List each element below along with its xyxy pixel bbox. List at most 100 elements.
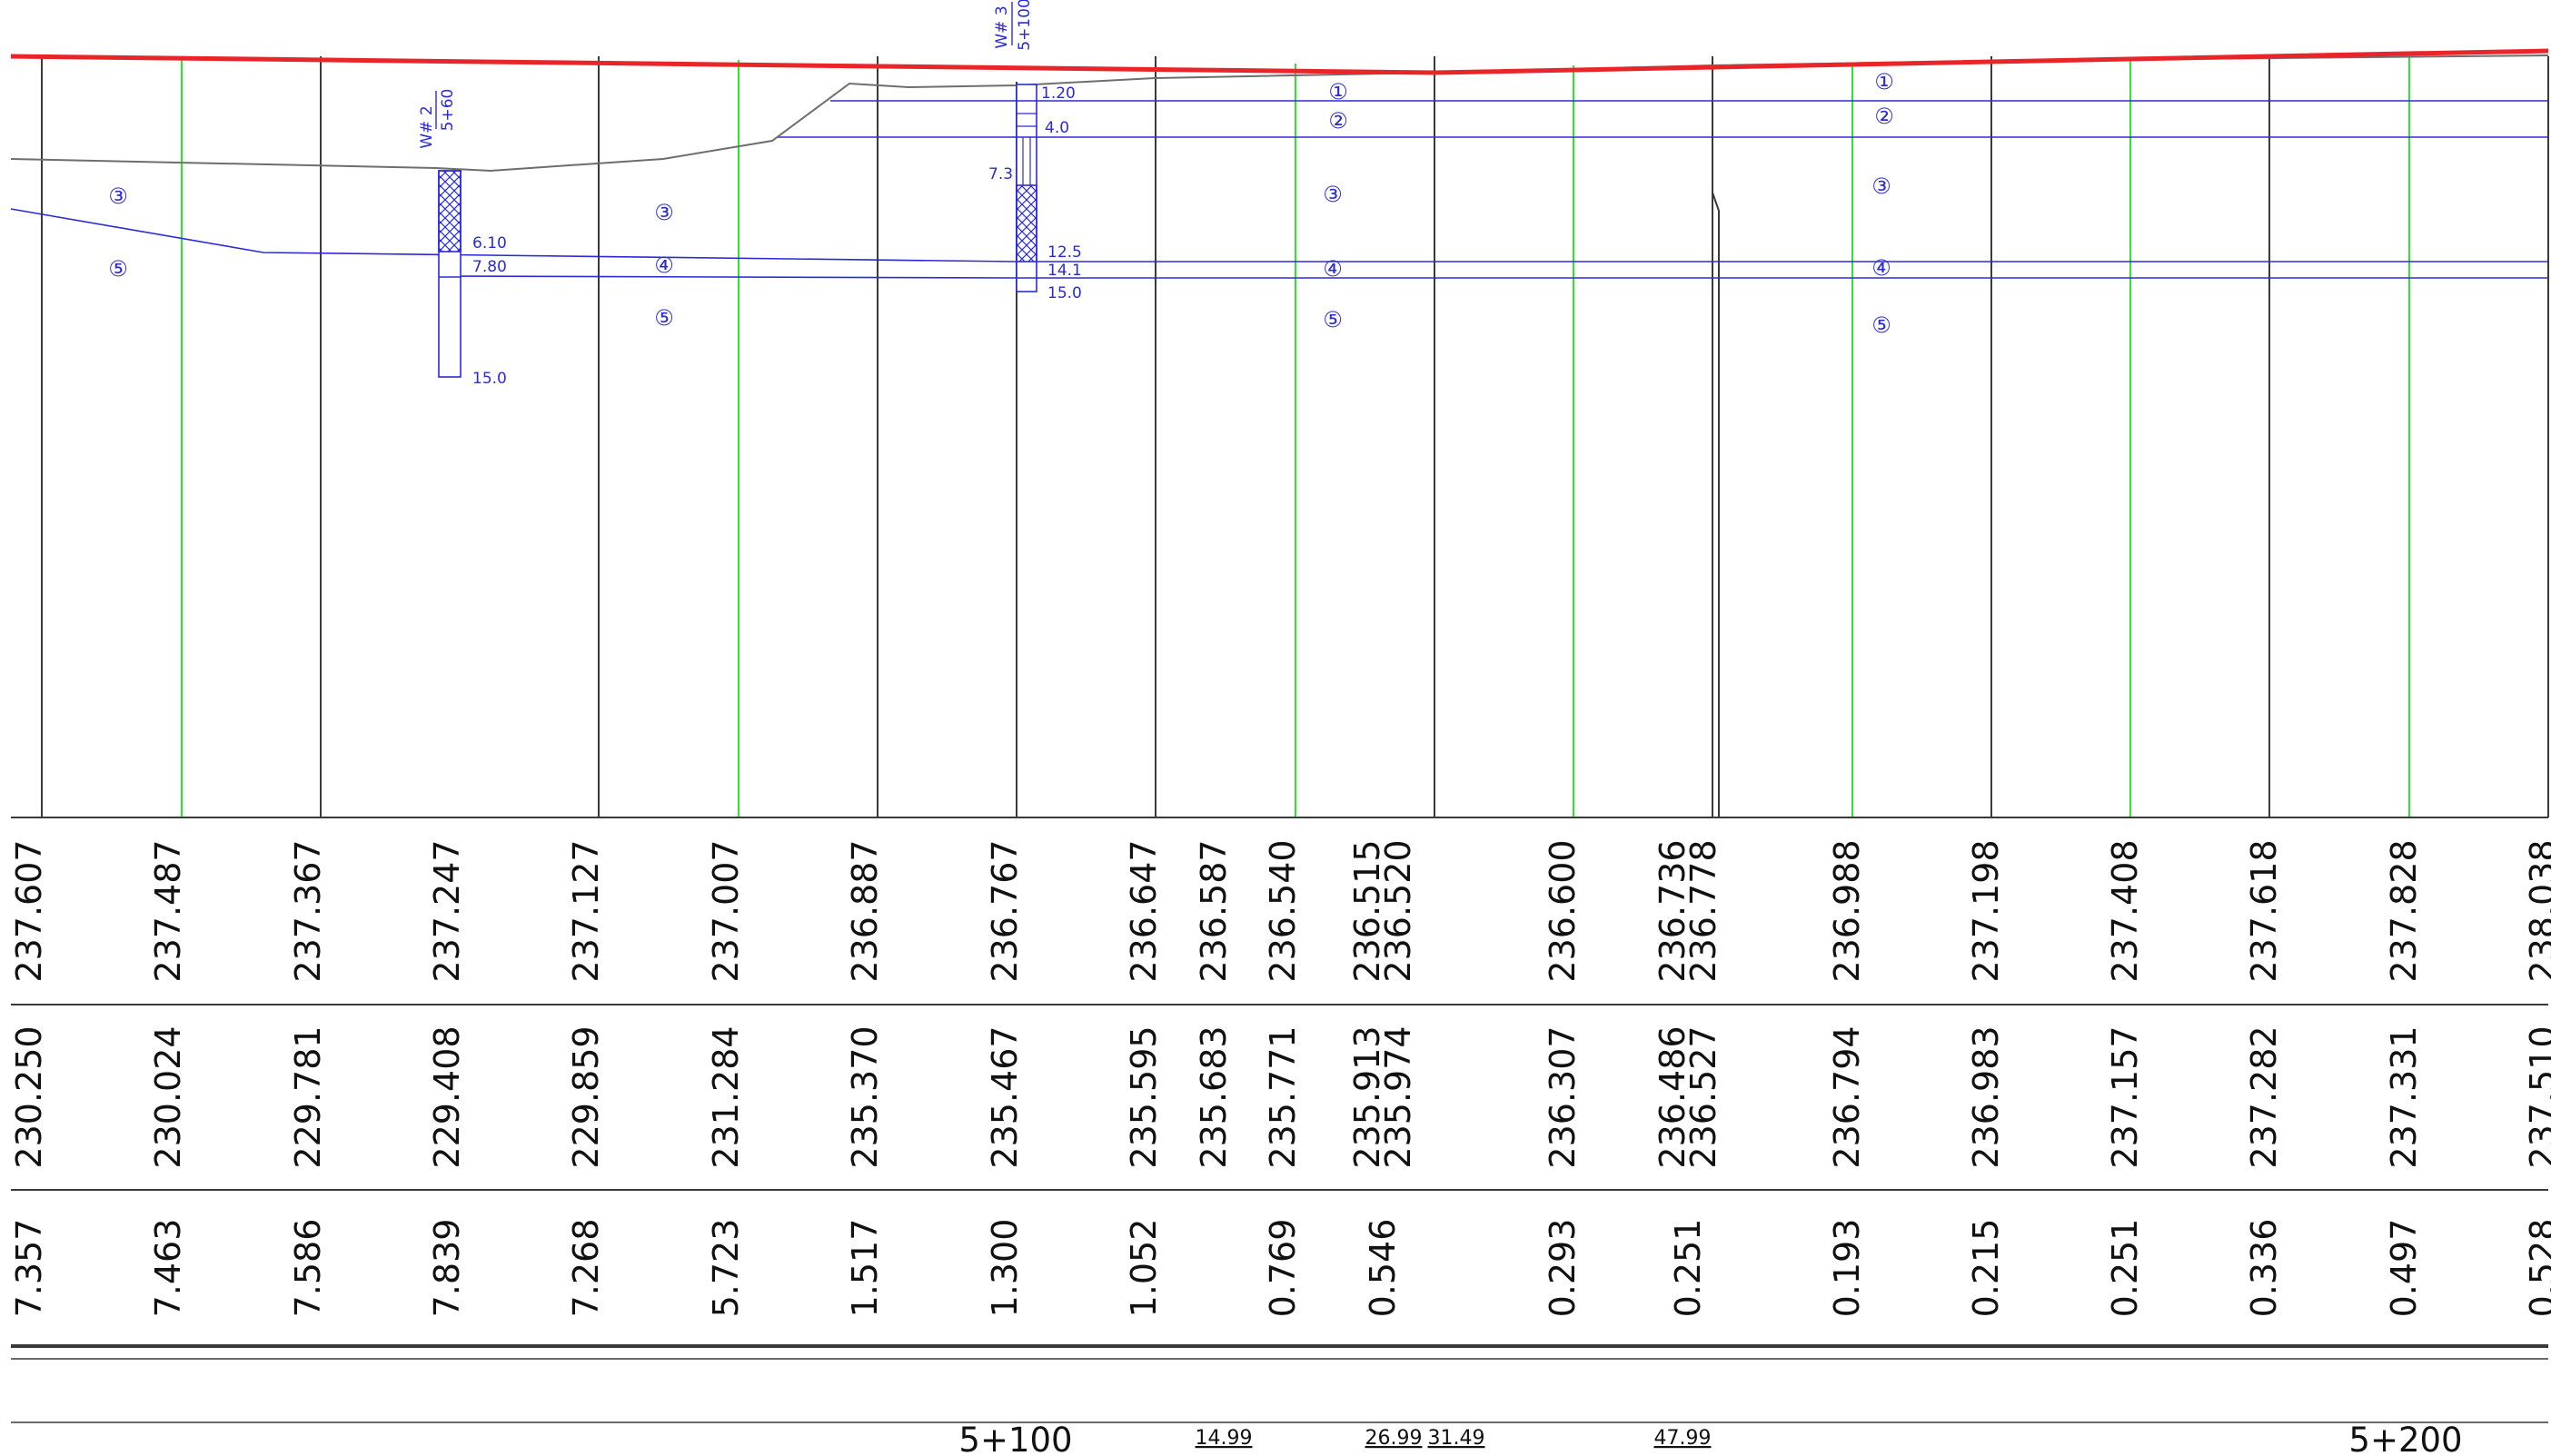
elevation-value: 237.367 [288,839,328,982]
layer-marker: ⑤ [1323,307,1343,332]
elevation-value: 236.778 [1683,839,1723,982]
elevation-value: 236.988 [1827,839,1867,982]
borehole-w2: W# 2 5+60 6.10 7.80 15.0 [418,89,507,388]
elevation-value: 237.282 [2244,1025,2284,1168]
station-label: 5+200 [2348,1421,2462,1456]
elevation-value: 0.251 [2105,1219,2145,1318]
station-labels: 5+100 5+200 [958,1421,2462,1456]
breakpoint-lines [1016,65,1720,817]
elevation-value: 1.300 [985,1219,1025,1318]
borehole-hatch [438,170,462,253]
elevation-value: 7.268 [566,1219,606,1318]
elevation-value: 229.859 [566,1025,606,1168]
elevation-value: 230.024 [148,1025,188,1168]
layer-marker: ③ [108,183,128,209]
elevation-value: 236.540 [1263,839,1303,982]
elevation-value: 237.007 [706,839,746,982]
borehole-depth: 15.0 [472,370,507,388]
elevation-value: 235.595 [1124,1025,1164,1168]
elevation-value: 0.528 [2523,1219,2551,1318]
geology-lines [10,100,2548,279]
elevation-value: 236.767 [985,839,1025,982]
layer-marker: ③ [654,200,674,225]
elevation-value: 237.247 [427,839,467,982]
elevation-value: 0.497 [2384,1219,2424,1318]
elevation-value: 0.215 [1966,1219,2006,1318]
layer-marker: ② [1874,104,1894,129]
elevation-value: 229.408 [427,1025,467,1168]
table-rules [11,817,2548,1423]
elevation-value: 237.510 [2523,1025,2551,1168]
elevation-value: 236.486 [1653,1025,1692,1168]
layer-marker: ③ [1871,173,1891,199]
curve-label: 47.99 [1654,1427,1712,1450]
elevation-value: 237.198 [1966,839,2006,982]
borehole-w3: W# 3 5+100 1.20 4.0 7.3 12.5 14.1 15.0 [988,0,1082,302]
layer-markers: ③ ⑤ ③ ④ ⑤ ① ② ③ ④ ⑤ ① ② ③ ④ ⑤ [108,69,1894,338]
borehole-name: W# 3 [993,5,1011,48]
elevation-value: 0.546 [1363,1219,1403,1318]
elevation-value: 238.038 [2523,839,2551,982]
elevation-value: 237.828 [2384,839,2424,982]
elevation-value: 0.769 [1263,1219,1303,1318]
layer-marker: ④ [654,253,674,278]
borehole-depth: 7.80 [472,258,507,276]
midlines [181,56,2410,817]
borehole-depth: 12.5 [1047,243,1082,262]
borehole-depth: 4.0 [1045,119,1069,137]
elevation-value: 235.974 [1378,1025,1418,1168]
curve-label: 26.99 [1365,1427,1423,1450]
elevation-value: 236.587 [1194,839,1234,982]
curve-label: 14.99 [1196,1427,1253,1450]
layer-boundary [10,208,2548,262]
layer-marker: ④ [1871,255,1891,281]
curve-label: 31.49 [1428,1427,1485,1450]
borehole-depth: 7.3 [988,165,1013,183]
elevation-value: 235.913 [1347,1025,1387,1168]
elevation-value: 236.527 [1683,1025,1723,1168]
elevation-value: 229.781 [288,1025,328,1168]
borehole-name: W# 2 [418,105,436,148]
layer-marker: ⑤ [108,256,128,282]
layer-marker: ① [1328,79,1348,104]
layer-marker: ③ [1323,182,1343,207]
elevation-value: 0.336 [2244,1219,2284,1318]
borehole-depth: 6.10 [472,234,507,253]
design-grade-line [10,48,2549,75]
elevation-value: 236.515 [1347,839,1387,982]
borehole-hatch [1016,184,1037,262]
borehole-station: 5+100 [1016,0,1034,51]
elevation-value: 236.983 [1966,1025,2006,1168]
layer-marker: ② [1328,108,1348,134]
elevation-value: 0.193 [1827,1219,1867,1318]
elevation-value: 1.517 [845,1219,885,1318]
elevation-value: 230.250 [9,1025,49,1168]
ground-elevation-row: 230.250 230.024 229.781 229.408 229.859 231.2… [9,1025,2551,1168]
station-label: 5+100 [958,1421,1072,1456]
curve-labels: 14.99 26.99 31.49 47.99 [1196,1427,1712,1450]
elevation-value: 235.771 [1263,1025,1303,1168]
borehole-depth: 14.1 [1047,262,1082,280]
layer-marker: ④ [1323,256,1343,282]
layer-boundary [441,275,2548,279]
borehole-station: 5+60 [439,89,457,132]
elevation-value: 231.284 [706,1025,746,1168]
elevation-value: 7.839 [427,1219,467,1318]
elevation-value: 237.618 [2244,839,2284,982]
elevation-value: 7.463 [148,1219,188,1318]
borehole-depth: 15.0 [1047,284,1082,302]
elevation-value: 0.251 [1668,1219,1708,1318]
elevation-value: 237.408 [2105,839,2145,982]
layer-marker: ⑤ [654,305,674,331]
fill-height-row: 7.357 7.463 7.586 7.839 7.268 5.723 1.517 1.300… [9,1219,2551,1318]
elevation-value: 236.307 [1543,1025,1583,1168]
elevation-value: 236.647 [1124,839,1164,982]
layer-marker: ① [1874,69,1894,94]
elevation-value: 235.467 [985,1025,1025,1168]
elevation-value: 237.157 [2105,1025,2145,1168]
borehole-depth: 1.20 [1041,84,1076,103]
elevation-value: 235.370 [845,1025,885,1168]
elevation-value: 0.293 [1543,1219,1583,1318]
elevation-value: 237.331 [2384,1025,2424,1168]
